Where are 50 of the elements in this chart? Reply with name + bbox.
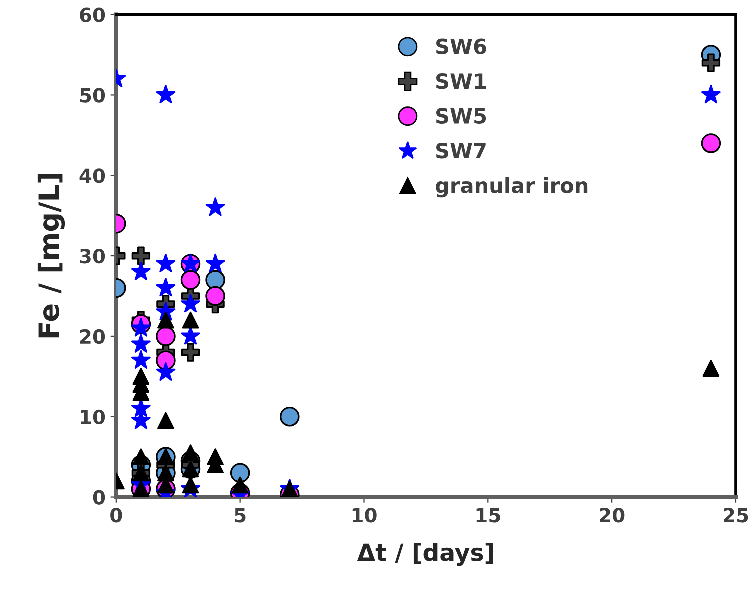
point <box>280 406 300 427</box>
point <box>182 312 200 329</box>
y-tick-label: 40 <box>80 168 106 184</box>
point <box>701 134 722 154</box>
y-tick-label: 20 <box>80 329 106 344</box>
x-tick-label: 10 <box>352 508 377 523</box>
point <box>156 254 176 272</box>
legend-label: SW6 <box>436 38 486 54</box>
legend-label: SW7 <box>436 142 486 159</box>
point <box>180 270 201 290</box>
y-tick-label: 50 <box>80 88 106 103</box>
point <box>181 343 200 362</box>
x-tick-label: 15 <box>476 508 500 523</box>
point <box>156 278 176 297</box>
point <box>156 350 176 370</box>
point <box>131 318 151 337</box>
point <box>132 246 151 266</box>
point <box>182 476 200 494</box>
x-tick-label: 25 <box>724 508 748 523</box>
x-tick-label: 20 <box>600 508 625 523</box>
point <box>131 334 151 353</box>
x-tick-label: 0 <box>110 508 122 523</box>
point <box>131 262 151 280</box>
x-axis-title: Δt / [days] <box>357 543 494 566</box>
legend-label: SW1 <box>436 73 486 90</box>
point <box>206 270 226 290</box>
point <box>156 326 176 346</box>
point <box>158 412 174 430</box>
y-tick-label: 30 <box>80 248 106 264</box>
point <box>206 254 226 272</box>
point <box>158 312 174 329</box>
x-tick-label: 5 <box>235 508 246 523</box>
legend-label: granular iron <box>436 177 588 198</box>
point <box>156 362 176 382</box>
point <box>232 476 249 494</box>
point <box>206 198 226 216</box>
point <box>702 360 720 378</box>
y-tick-label: 60 <box>80 8 106 22</box>
point <box>156 85 176 104</box>
point <box>206 286 226 306</box>
point <box>230 463 250 484</box>
point <box>702 54 721 72</box>
y-tick-label: 0 <box>93 490 106 505</box>
legend-label: SW5 <box>436 108 486 124</box>
y-axis-title: Fe / [mg/L] <box>38 174 66 338</box>
y-tick-label: 10 <box>81 410 106 425</box>
point <box>131 350 151 369</box>
point <box>181 294 200 313</box>
point <box>702 85 721 104</box>
point <box>132 448 150 466</box>
